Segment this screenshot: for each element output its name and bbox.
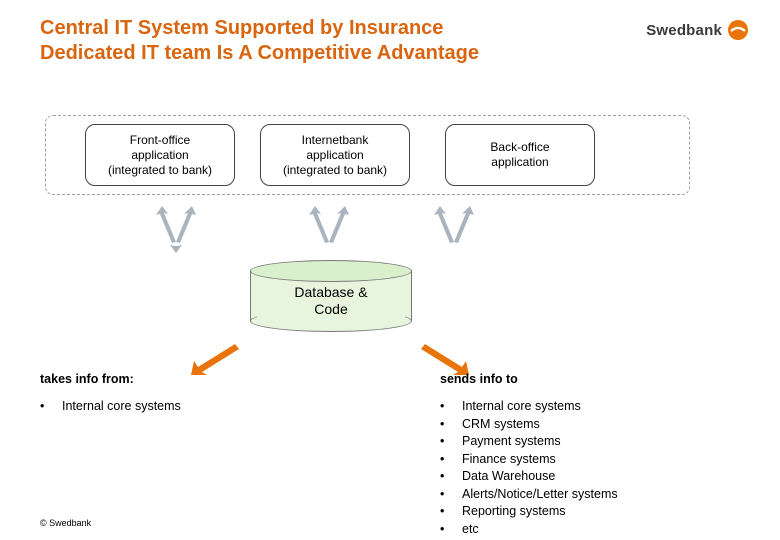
arrow-front-db-icon (152, 202, 202, 257)
box3-l2: application (491, 155, 548, 169)
list-item: Alerts/Notice/Letter systems (440, 486, 618, 504)
back-office-box: Back-office application (445, 124, 595, 186)
database-cylinder: Database & Code (250, 260, 412, 332)
sends-info-section: sends info to Internal core systems CRM … (440, 372, 618, 538)
copyright: © Swedbank (40, 518, 91, 528)
list-item: Internal core systems (40, 398, 181, 416)
title-line2: Dedicated IT team Is A Competitive Advan… (40, 42, 479, 64)
cylinder-top (250, 260, 412, 282)
list-item: Reporting systems (440, 503, 618, 521)
box3-l1: Back-office (490, 140, 549, 154)
list-item: CRM systems (440, 416, 618, 434)
takes-list: Internal core systems (40, 398, 181, 416)
cylinder-label: Database & Code (250, 284, 412, 318)
arrow-sends-icon (420, 342, 470, 376)
title-line1: Central IT System Supported by Insurance (40, 17, 443, 39)
list-item: Data Warehouse (440, 468, 618, 486)
list-item: etc (440, 521, 618, 539)
page-title: Central IT System Supported by Insurance… (40, 16, 479, 66)
list-item: Internal core systems (440, 398, 618, 416)
box1-l2: application (131, 148, 188, 162)
sends-header: sends info to (440, 372, 618, 386)
box2-l3: (integrated to bank) (283, 163, 387, 177)
takes-header: takes info from: (40, 372, 181, 386)
box2-l1: Internetbank (302, 133, 369, 147)
arrow-back-db-icon (430, 202, 480, 257)
arrow-internet-db-icon (305, 202, 355, 257)
swedbank-logo-icon (726, 18, 750, 42)
brand: Swedbank (646, 18, 750, 42)
sends-list: Internal core systems CRM systems Paymen… (440, 398, 618, 538)
list-item: Payment systems (440, 433, 618, 451)
box1-l3: (integrated to bank) (108, 163, 212, 177)
cyl-l1: Database & (294, 284, 367, 300)
box1-l1: Front-office (130, 133, 190, 147)
takes-info-section: takes info from: Internal core systems (40, 372, 181, 416)
front-office-box: Front-office application (integrated to … (85, 124, 235, 186)
brand-name: Swedbank (646, 22, 722, 39)
list-item: Finance systems (440, 451, 618, 469)
arrow-takes-icon (190, 342, 240, 376)
box2-l2: application (306, 148, 363, 162)
internetbank-box: Internetbank application (integrated to … (260, 124, 410, 186)
cyl-l2: Code (314, 301, 347, 317)
